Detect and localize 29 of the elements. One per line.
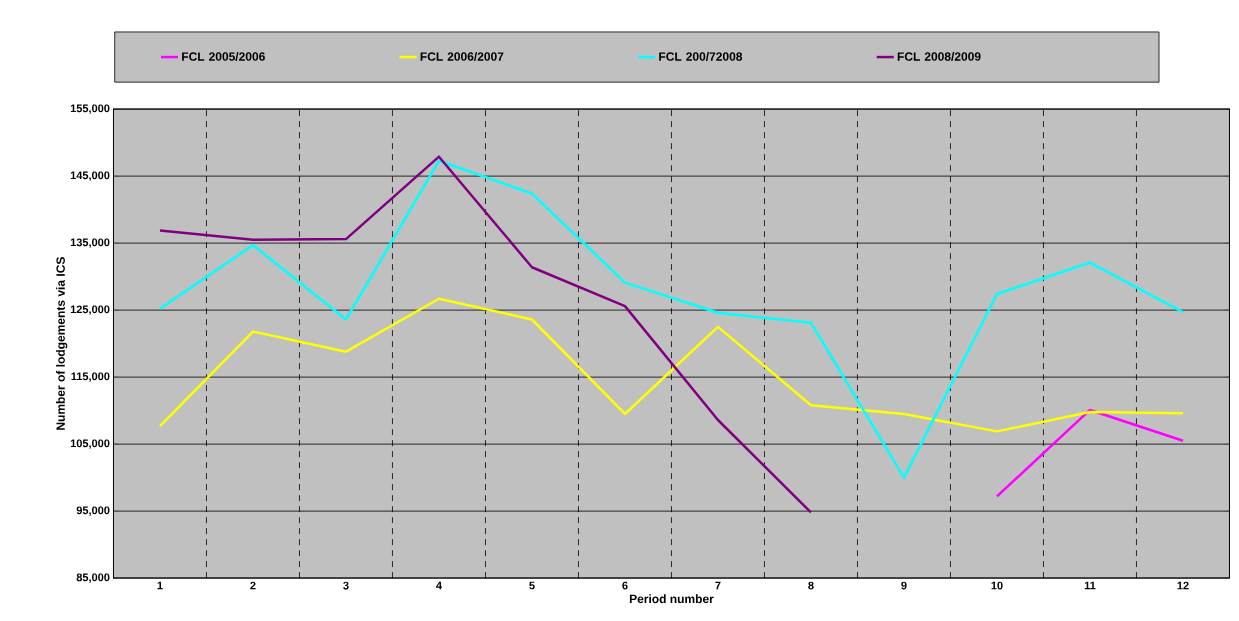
y-tick-label: 115,000 [71,372,110,382]
legend-label: FCL 200/72008 [659,51,743,61]
y-tick-label: 95,000 [76,506,110,516]
x-tick-label: 8 [808,581,814,590]
x-tick-label: 9 [901,581,907,590]
legend-label: FCL 2006/2007 [420,51,504,61]
y-axis-title: Number of lodgements via ICS [56,257,68,430]
x-tick-label: 5 [529,581,535,590]
y-tick-label: 85,000 [76,573,110,583]
x-tick-label: 6 [622,581,628,590]
x-tick-label: 10 [991,581,1003,590]
x-axis-title: Period number [629,594,714,604]
x-tick-label: 3 [343,581,349,590]
x-tick-label: 4 [436,581,442,590]
x-tick-label: 12 [1177,581,1189,590]
y-tick-label: 155,000 [70,104,110,114]
x-tick-label: 2 [250,581,256,590]
y-tick-label: 105,000 [70,439,110,449]
legend-label: FCL 2008/2009 [897,51,981,61]
x-tick-label: 7 [715,581,721,590]
y-tick-label: 145,000 [70,171,110,181]
line-series [158,159,1185,479]
y-tick-label: 125,000 [70,305,110,315]
legend-label: FCL 2005/2006 [182,51,265,61]
x-tick-label: 11 [1084,581,1096,590]
y-tick-label: 135,000 [70,238,110,248]
line-series [158,297,1185,433]
line-series [158,155,813,514]
x-tick-label: 1 [157,581,163,590]
